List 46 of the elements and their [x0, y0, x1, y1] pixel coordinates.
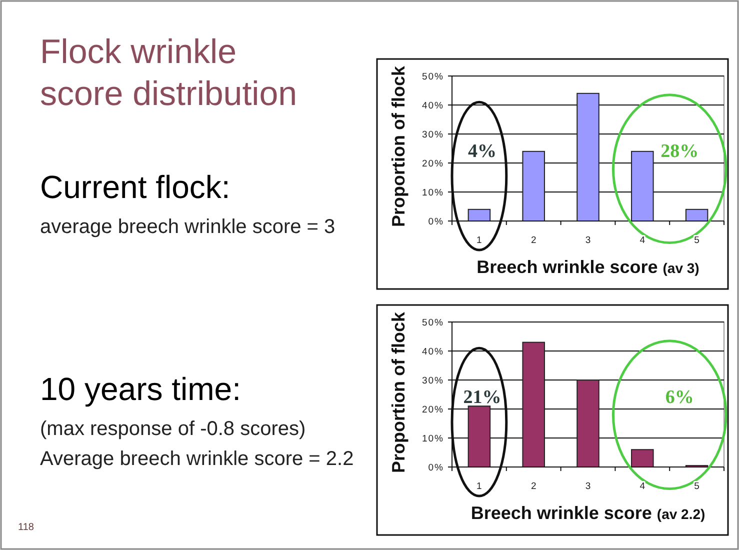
- x-tick-label: 5: [694, 481, 700, 492]
- y-tick-label: 0%: [428, 462, 444, 474]
- text: Flock wrinkle score distribution: [40, 33, 298, 113]
- x-tick-label: 2: [530, 481, 536, 492]
- annotation: 6%: [665, 386, 694, 408]
- y-tick-label: 30%: [422, 129, 444, 140]
- x-tick-label: 1: [476, 481, 482, 492]
- y-tick-label: 50%: [422, 71, 444, 82]
- bar: [576, 380, 600, 468]
- x-tick-label: 4: [640, 481, 646, 492]
- bar: [685, 208, 708, 222]
- x-tick-label: 3: [585, 235, 591, 246]
- y-tick-label: 10%: [422, 187, 444, 198]
- x-axis-title: Breech wrinkle score (av 3): [476, 257, 700, 277]
- annotation: 28%: [660, 140, 699, 162]
- bar: [468, 208, 491, 222]
- x-tick-label: 5: [694, 235, 700, 246]
- x-tick-label: 1: [476, 235, 482, 246]
- x-tick-label: 3: [585, 481, 591, 492]
- y-axis-title: Proportion of flock: [388, 311, 408, 473]
- x-axis-title: Breech wrinkle score (av 2.2): [470, 503, 706, 523]
- text: Average breech wrinkle score = 2.2: [40, 448, 354, 470]
- annotation: 4%: [468, 140, 496, 162]
- y-tick-label: 40%: [422, 346, 444, 358]
- y-tick-label: 0%: [428, 216, 444, 228]
- x-tick-label: 2: [530, 235, 536, 246]
- bar: [522, 342, 545, 468]
- text: (max response of -0.8 scores): [40, 418, 306, 440]
- text: average breech wrinkle score = 3: [40, 216, 336, 238]
- text: Current flock:: [40, 169, 230, 205]
- bar: [468, 406, 491, 468]
- y-tick-label: 50%: [422, 317, 444, 328]
- bar: [522, 150, 545, 222]
- bar: [631, 449, 654, 468]
- y-tick-label: 20%: [422, 158, 444, 170]
- x-tick-label: 4: [640, 235, 646, 246]
- y-axis-title: Proportion of flock: [388, 65, 408, 227]
- bar: [631, 150, 654, 222]
- y-tick-label: 10%: [422, 433, 444, 444]
- text: 118: [18, 522, 34, 533]
- bar: [576, 92, 600, 222]
- y-tick-label: 20%: [422, 404, 444, 416]
- annotation: 21%: [463, 386, 502, 408]
- y-tick-label: 40%: [422, 100, 444, 112]
- y-tick-label: 30%: [422, 375, 444, 386]
- text: 10 years time:: [40, 371, 241, 407]
